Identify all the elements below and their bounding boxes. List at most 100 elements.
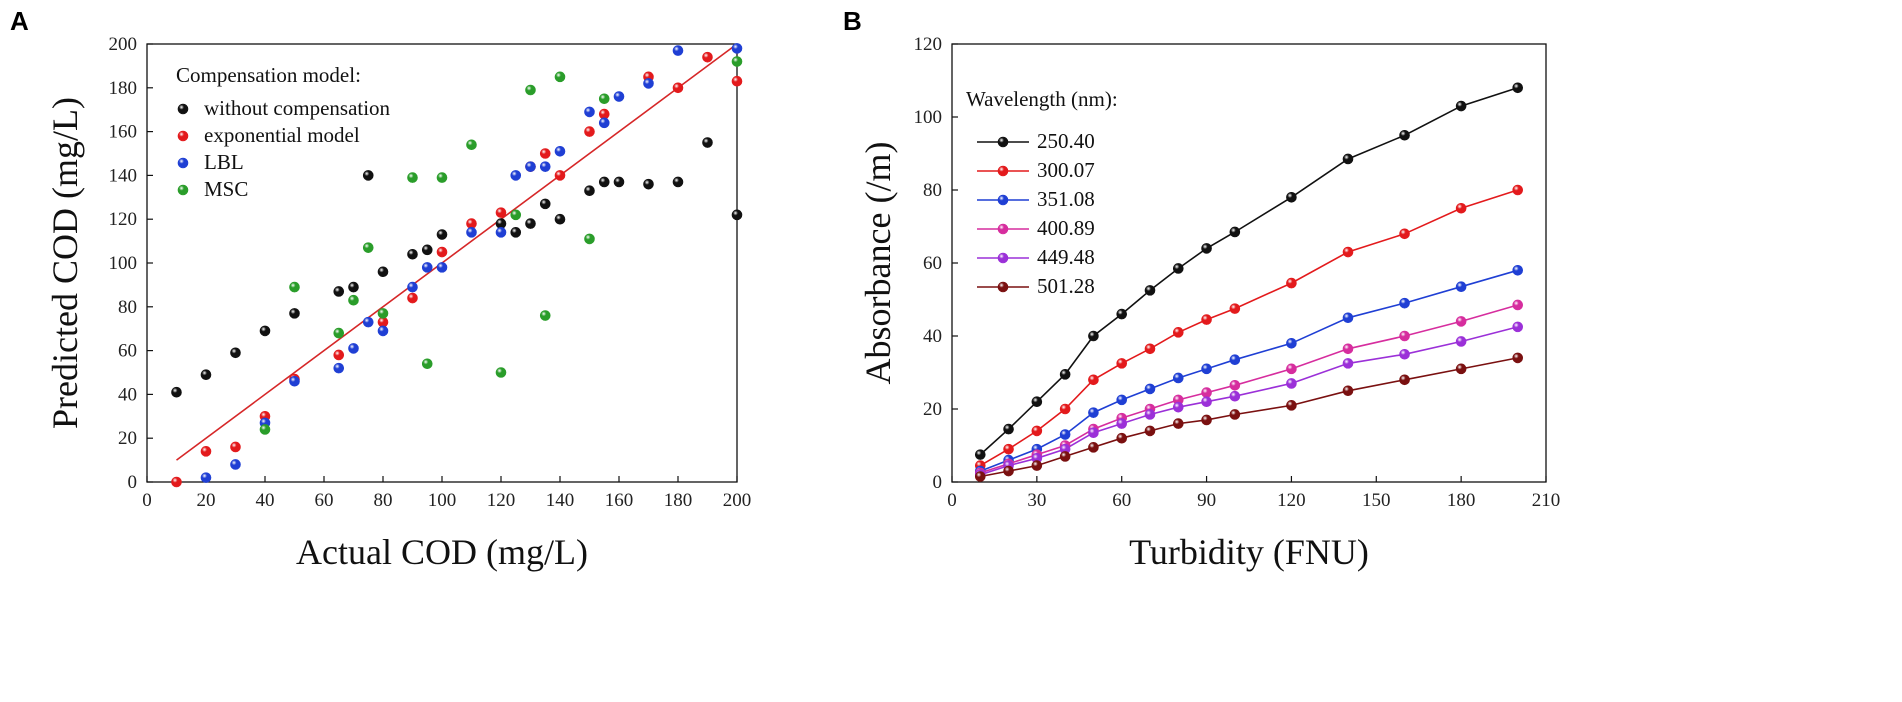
scatter-point (436, 246, 448, 258)
line-point (1286, 363, 1297, 375)
y-tick-label: 120 (914, 34, 943, 55)
scatter-point (362, 170, 374, 181)
line-point (1229, 379, 1241, 391)
line-point (1116, 394, 1128, 406)
y-tick-label: 0 (933, 472, 943, 493)
x-tick-label: 210 (1532, 490, 1561, 511)
line-point (1342, 343, 1354, 355)
line-point (1512, 264, 1524, 276)
line-point (1059, 429, 1071, 440)
scatter-point (584, 233, 595, 245)
panel-a-x-axis-title: Actual COD (mg/L) (296, 532, 588, 572)
scatter-point (333, 327, 345, 339)
line-point (1172, 372, 1184, 384)
scatter-point (200, 446, 212, 457)
line-point (1455, 100, 1467, 112)
line-point (1201, 314, 1212, 325)
y-tick-label: 20 (923, 399, 942, 420)
line-point (1088, 330, 1099, 342)
scatter-point (554, 213, 566, 225)
scatter-point (377, 325, 389, 337)
y-tick-label: 80 (923, 180, 942, 201)
line-point (1059, 451, 1071, 462)
line-point (1286, 337, 1297, 349)
line-point (1229, 226, 1241, 238)
y-tick-label: 120 (109, 209, 138, 230)
legend-marker (997, 136, 1009, 148)
line-point (1286, 378, 1297, 389)
line-point (1399, 374, 1410, 386)
y-tick-label: 100 (109, 253, 138, 274)
legend-label: 449.48 (1037, 245, 1095, 269)
line-point (1455, 316, 1467, 327)
y-tick-label: 0 (128, 472, 138, 493)
line-point (1144, 285, 1156, 296)
scatter-point (348, 294, 359, 306)
scatter-point (525, 84, 536, 96)
series-line (980, 269, 1518, 472)
line-point (1088, 374, 1099, 386)
x-tick-label: 0 (142, 490, 152, 511)
line-point (1172, 327, 1184, 338)
scatter-point (200, 472, 212, 483)
line-point (1455, 336, 1467, 347)
scatter-point (362, 316, 374, 328)
scatter-point (495, 367, 507, 378)
y-tick-label: 40 (118, 384, 137, 405)
legend-label: MSC (204, 177, 248, 201)
scatter-point (407, 248, 418, 260)
scatter-point (466, 139, 477, 151)
line-point (1455, 363, 1467, 375)
panel-b-y-ticks: 0 20 40 60 80 100 120 (914, 34, 958, 493)
y-tick-label: 180 (109, 78, 138, 99)
x-tick-label: 180 (1447, 490, 1476, 511)
x-tick-label: 120 (487, 490, 516, 511)
scatter-point (436, 172, 448, 183)
scatter-point (702, 51, 713, 63)
y-tick-label: 160 (109, 122, 138, 143)
scatter-point (259, 424, 271, 435)
line-point (974, 449, 986, 460)
legend-label: 250.40 (1037, 129, 1095, 153)
x-tick-label: 90 (1197, 490, 1216, 511)
line-point (1003, 443, 1014, 455)
scatter-point (643, 178, 654, 190)
panel-b: B 0 30 60 90 120 150 180 210 0 20 40 60 80 100 120 Tu… (843, 6, 1560, 572)
scatter-point (333, 286, 345, 297)
panel-b-x-ticks: 0 30 60 90 120 150 180 210 (947, 476, 1560, 511)
line-point (1088, 407, 1099, 418)
scatter-point (510, 209, 522, 221)
scatter-point (554, 146, 566, 157)
scatter-point (348, 343, 359, 354)
scatter-point (407, 292, 418, 304)
scatter-point (598, 117, 610, 129)
x-tick-label: 60 (315, 490, 334, 511)
line-point (1342, 153, 1354, 165)
scatter-point (289, 281, 300, 293)
line-point (1455, 202, 1467, 214)
line-point (1201, 396, 1212, 408)
legend-label: without compensation (204, 96, 391, 120)
line-point (1172, 418, 1184, 429)
x-tick-label: 140 (546, 490, 575, 511)
legend-marker (177, 103, 189, 115)
line-point (1399, 348, 1410, 360)
line-point (1286, 192, 1297, 203)
x-tick-label: 200 (723, 490, 752, 511)
panel-a-legend-items: without compensation exponential model LBL… (177, 96, 391, 201)
scatter-point (554, 71, 566, 83)
line-point (1088, 442, 1099, 453)
line-point (1003, 465, 1014, 477)
line-point (1399, 297, 1410, 309)
scatter-point (539, 198, 551, 210)
line-point (1144, 383, 1156, 395)
y-tick-label: 80 (118, 297, 137, 318)
scatter-point (200, 369, 212, 380)
line-point (1116, 358, 1128, 369)
scatter-point (259, 325, 271, 337)
line-point (1031, 425, 1043, 437)
scatter-point (407, 172, 418, 183)
line-point (1342, 385, 1354, 397)
x-tick-label: 80 (374, 490, 393, 511)
